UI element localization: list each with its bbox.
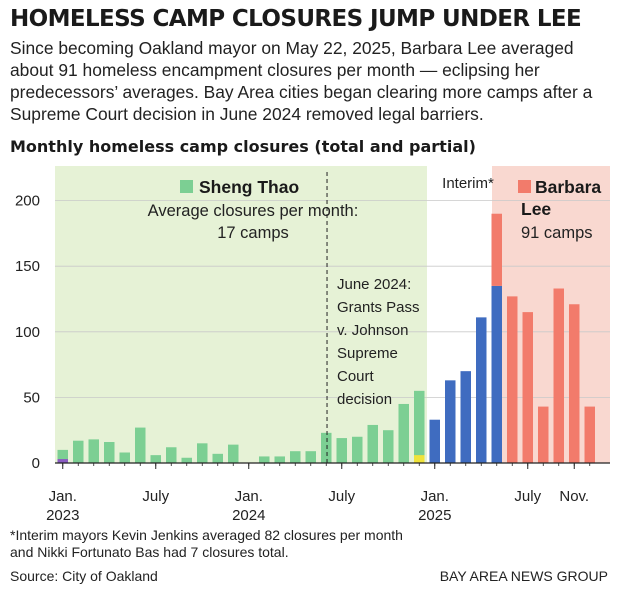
- bar-thao: [181, 457, 192, 463]
- thao-legend-swatch: [180, 180, 193, 193]
- bar-lee: [569, 304, 580, 463]
- bar-interim: [445, 380, 456, 463]
- bar-interim_partial: [414, 455, 425, 463]
- bar-thao: [135, 427, 146, 463]
- bar-thao: [367, 424, 378, 463]
- headline: HOMELESS CAMP CLOSURES JUMP UNDER LEE: [10, 6, 582, 32]
- bar-interim: [476, 317, 487, 463]
- thao-average-label: Average closures per month:: [148, 202, 359, 220]
- interim-label: Interim*: [442, 175, 494, 192]
- source: Source: City of Oakland: [10, 568, 158, 584]
- lee-name-label-2: Lee: [521, 199, 551, 219]
- bar-purple: [57, 459, 68, 463]
- lee-name-label: Barbara: [535, 177, 601, 197]
- bar-thao: [57, 449, 68, 463]
- x-tick-label: July: [328, 488, 355, 505]
- bar-thao: [104, 442, 115, 463]
- thao-average-value: 17 camps: [217, 224, 289, 242]
- x-tick-label: 2025: [418, 507, 451, 524]
- credit: BAY AREA NEWS GROUP: [439, 568, 608, 584]
- chart-title: Monthly homeless camp closures (total an…: [10, 137, 476, 156]
- y-tick-label: 0: [32, 455, 40, 472]
- bar-thao: [290, 451, 301, 463]
- bar-thao: [73, 440, 84, 463]
- bar-lee: [507, 296, 518, 463]
- bar-thao: [321, 432, 332, 463]
- y-tick-label: 100: [15, 324, 40, 341]
- bar-thao: [259, 456, 270, 463]
- grants-pass-annotation: Grants Pass: [337, 299, 420, 316]
- grants-pass-annotation: v. Johnson: [337, 322, 408, 339]
- y-tick-label: 150: [15, 258, 40, 275]
- thao-name-label: Sheng Thao: [199, 177, 299, 197]
- x-tick-label: Jan.: [49, 488, 77, 505]
- bar-thao: [228, 444, 239, 463]
- axes: 0 50 100 150 200 Jan. 2023 July Jan. 2024 July Jan.…: [15, 193, 610, 524]
- x-tick-label: Jan.: [421, 488, 449, 505]
- grants-pass-annotation: decision: [337, 391, 392, 408]
- bar-lee: [538, 406, 549, 463]
- bar-lee: [553, 288, 564, 463]
- footnote-line-1: *Interim mayors Kevin Jenkins averaged 8…: [10, 527, 403, 543]
- bar-interim: [460, 371, 471, 463]
- bar-thao: [383, 430, 394, 463]
- bar-thao: [274, 456, 285, 463]
- footnote-line-2: and Nikki Fortunato Bas had 7 closures t…: [10, 544, 289, 560]
- y-tick-label: 200: [15, 193, 40, 210]
- bar-thao: [352, 436, 363, 463]
- grants-pass-annotation: Court: [337, 368, 375, 385]
- x-tick-label: Nov.: [559, 488, 589, 505]
- chart: 0 50 100 150 200 Jan. 2023 July Jan. 2024 July Jan.…: [15, 166, 610, 524]
- y-tick-label: 50: [23, 389, 40, 406]
- x-tick-label: 2024: [232, 507, 265, 524]
- bar-interim: [491, 285, 502, 463]
- bar-thao: [414, 390, 425, 463]
- lee-legend-swatch: [518, 180, 531, 193]
- period-backgrounds: [55, 166, 610, 463]
- bars: [57, 213, 595, 463]
- bar-thao: [398, 403, 409, 463]
- bar-thao: [119, 452, 130, 463]
- thao-period-background: [55, 166, 427, 463]
- grants-pass-annotation: June 2024:: [337, 276, 411, 293]
- bar-thao: [88, 439, 99, 463]
- bar-lee: [491, 213, 502, 286]
- bar-thao: [212, 453, 223, 463]
- bar-thao: [150, 455, 161, 463]
- dek: Since becoming Oakland mayor on May 22, …: [10, 38, 593, 124]
- bar-lee: [584, 406, 595, 463]
- lee-average-value: 91 camps: [521, 224, 593, 242]
- bar-thao: [305, 451, 316, 463]
- bar-lee: [522, 312, 533, 463]
- bar-thao: [197, 443, 208, 463]
- annotations: Sheng Thao Average closures per month: 17 …: [148, 172, 601, 463]
- x-tick-label: July: [514, 488, 541, 505]
- footnote: *Interim mayors Kevin Jenkins averaged 8…: [10, 527, 610, 561]
- bar-interim: [429, 419, 440, 463]
- x-tick-label: July: [142, 488, 169, 505]
- x-tick-label: 2023: [46, 507, 79, 524]
- bar-thao: [336, 438, 347, 463]
- x-tick-label: Jan.: [235, 488, 263, 505]
- bar-thao: [166, 447, 177, 463]
- grants-pass-annotation: Supreme: [337, 345, 398, 362]
